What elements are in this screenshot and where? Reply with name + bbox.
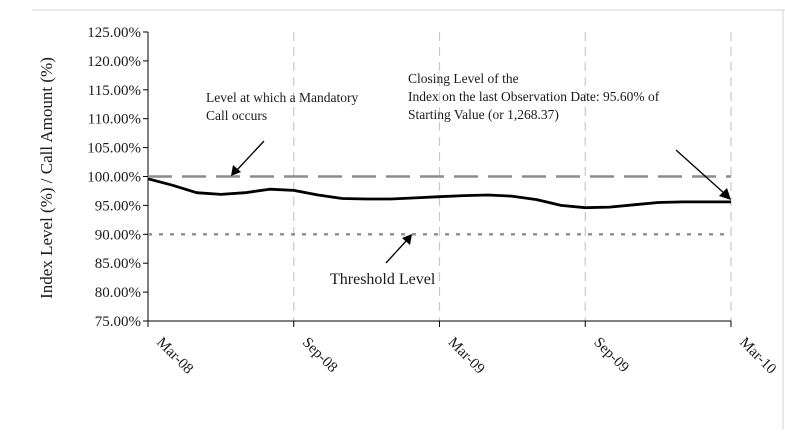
closing-level-arrow-head bbox=[719, 188, 731, 200]
closing-level-text-line-1: Closing Level of the bbox=[408, 71, 519, 86]
closing-level-text-line-3: Starting Value (or 1,268.37) bbox=[408, 107, 559, 122]
y-tick-label: 85.00% bbox=[95, 256, 141, 272]
mandatory-call-text-line-2: Call occurs bbox=[206, 108, 267, 123]
y-tick-label: 105.00% bbox=[87, 141, 141, 157]
mandatory-call-arrow bbox=[236, 140, 265, 171]
y-axis-label: Index Level (%) / Call Amount (%) bbox=[37, 57, 56, 299]
y-tick-label: 80.00% bbox=[95, 285, 141, 301]
mandatory-call-annotation: Level at which a Mandatory Call occurs bbox=[206, 90, 358, 176]
threshold-arrow-head bbox=[402, 234, 412, 245]
y-tick-label: 115.00% bbox=[88, 83, 141, 99]
y-tick-labels: 75.00% 80.00% 85.00% 90.00% 95.00% 100.00% 105… bbox=[87, 25, 141, 330]
index-level-line bbox=[147, 177, 731, 210]
x-tick-label: Sep-09 bbox=[590, 335, 631, 376]
x-tick-labels: Mar-08 Sep-08 Mar-09 Sep-09 Mar-10 bbox=[153, 335, 779, 378]
x-tick-label: Mar-09 bbox=[445, 335, 488, 378]
y-tick-label: 90.00% bbox=[95, 227, 141, 243]
y-tick-label: 100.00% bbox=[87, 170, 141, 186]
closing-level-arrow bbox=[675, 149, 726, 195]
threshold-arrow bbox=[385, 239, 408, 264]
y-tick-label: 125.00% bbox=[87, 25, 141, 41]
y-tick-label: 75.00% bbox=[95, 314, 141, 330]
x-tick-label: Sep-08 bbox=[299, 335, 340, 376]
y-tick-label: 120.00% bbox=[87, 54, 141, 70]
closing-level-text-line-2: Index on the last Observation Date: 95.6… bbox=[408, 89, 660, 104]
threshold-annotation: Threshold Level bbox=[330, 234, 436, 288]
closing-level-annotation: Closing Level of the Index on the last O… bbox=[408, 71, 731, 200]
x-tick-label: Mar-08 bbox=[153, 335, 196, 378]
series-layer bbox=[147, 175, 731, 236]
x-tick-label: Mar-10 bbox=[736, 335, 779, 378]
grid-layer bbox=[293, 32, 732, 321]
mandatory-call-arrow-head bbox=[231, 165, 241, 176]
mandatory-call-text-line-1: Level at which a Mandatory bbox=[206, 90, 358, 105]
threshold-text: Threshold Level bbox=[330, 271, 436, 288]
y-tick-label: 95.00% bbox=[95, 198, 141, 214]
y-tick-label: 110.00% bbox=[88, 112, 141, 128]
